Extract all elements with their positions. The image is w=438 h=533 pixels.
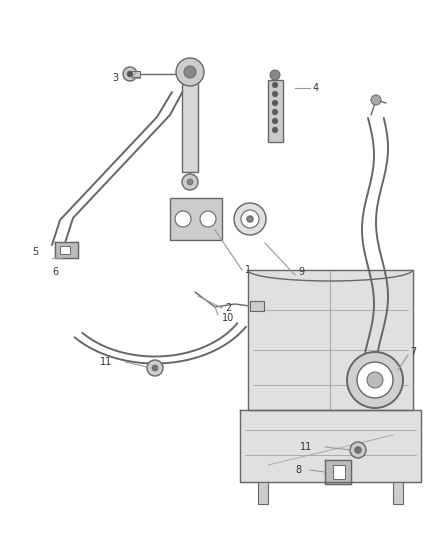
- Circle shape: [127, 71, 133, 77]
- Circle shape: [367, 372, 383, 388]
- Text: 11: 11: [100, 357, 112, 367]
- Bar: [132, 71, 140, 77]
- Text: 2: 2: [225, 303, 231, 313]
- Circle shape: [350, 442, 366, 458]
- Circle shape: [272, 118, 278, 124]
- Bar: [170, 198, 222, 240]
- Circle shape: [187, 179, 193, 185]
- Bar: [393, 482, 403, 504]
- Circle shape: [355, 447, 361, 453]
- Circle shape: [357, 362, 393, 398]
- Text: 3: 3: [112, 73, 118, 83]
- Circle shape: [272, 127, 278, 133]
- Text: 11: 11: [300, 442, 312, 452]
- Polygon shape: [248, 270, 413, 410]
- Circle shape: [347, 352, 403, 408]
- Circle shape: [241, 210, 259, 228]
- Bar: [60, 246, 70, 254]
- Circle shape: [176, 58, 204, 86]
- Circle shape: [175, 211, 191, 227]
- Bar: [258, 482, 268, 504]
- Text: 9: 9: [298, 267, 304, 277]
- Text: 8: 8: [295, 465, 301, 475]
- Circle shape: [200, 211, 216, 227]
- Text: 5: 5: [32, 247, 38, 257]
- Bar: [333, 465, 345, 479]
- Text: 7: 7: [410, 347, 416, 357]
- Circle shape: [272, 101, 278, 106]
- Circle shape: [272, 109, 278, 115]
- Circle shape: [184, 66, 196, 78]
- Text: 4: 4: [313, 83, 319, 93]
- Polygon shape: [325, 460, 351, 484]
- Text: 6: 6: [52, 267, 58, 277]
- Polygon shape: [55, 242, 78, 258]
- Bar: [182, 72, 198, 172]
- Circle shape: [272, 83, 278, 87]
- Circle shape: [182, 174, 198, 190]
- Circle shape: [123, 67, 137, 81]
- Polygon shape: [240, 410, 421, 482]
- Circle shape: [270, 70, 280, 80]
- Circle shape: [234, 203, 266, 235]
- Circle shape: [272, 92, 278, 96]
- Bar: [268, 80, 283, 142]
- Text: 1: 1: [245, 265, 251, 275]
- Circle shape: [152, 365, 158, 371]
- Circle shape: [247, 216, 253, 222]
- Bar: [250, 301, 264, 311]
- Circle shape: [371, 95, 381, 105]
- Circle shape: [147, 360, 163, 376]
- Text: 10: 10: [222, 313, 234, 323]
